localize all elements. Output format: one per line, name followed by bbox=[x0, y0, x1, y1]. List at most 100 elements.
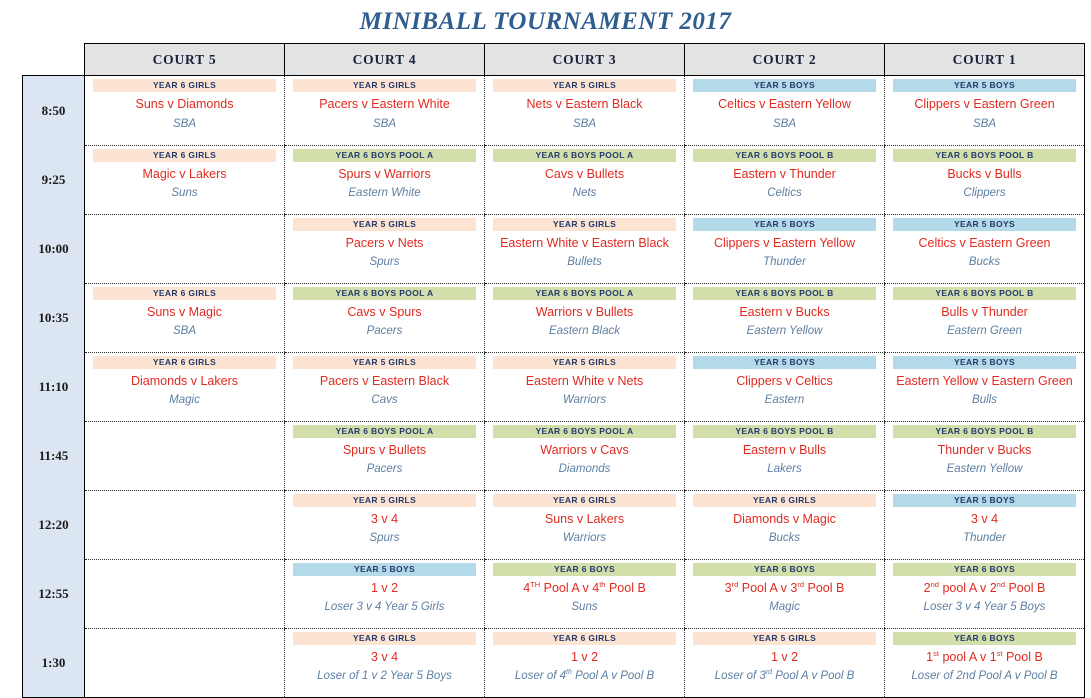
match-cell-inner: YEAR 5 GIRLS Pacers v Eastern Black Cavs bbox=[285, 353, 484, 421]
referee-team: Suns bbox=[571, 601, 598, 614]
match-cell[interactable]: YEAR 6 GIRLS 3 v 4 Loser of 1 v 2 Year 5 B… bbox=[284, 628, 485, 698]
match-cell[interactable]: YEAR 6 GIRLS Suns v Lakers Warriors bbox=[484, 490, 685, 560]
match-cell[interactable]: YEAR 5 GIRLS Eastern White v Eastern Blac… bbox=[484, 214, 685, 284]
match-fixture: 3 v 4 bbox=[370, 511, 399, 526]
match-cell[interactable]: YEAR 5 GIRLS Eastern White v Nets Warriors bbox=[484, 352, 685, 422]
match-cell[interactable]: YEAR 5 GIRLS Nets v Eastern Black SBA bbox=[484, 75, 685, 146]
match-fixture: Thunder v Bucks bbox=[937, 442, 1032, 457]
match-cell[interactable]: YEAR 6 BOYS 2nd pool A v 2nd Pool B Loser … bbox=[884, 559, 1085, 629]
match-cell-inner: YEAR 5 GIRLS 1 v 2 Loser of 3rd Pool A v P… bbox=[685, 629, 884, 698]
referee-team: Pacers bbox=[366, 325, 403, 338]
match-fixture: Eastern v Bucks bbox=[739, 304, 830, 319]
category-band: YEAR 5 GIRLS bbox=[293, 355, 476, 369]
referee-team: Thunder bbox=[763, 256, 806, 269]
match-cell-inner: YEAR 5 BOYS Eastern Yellow v Eastern Gree… bbox=[885, 353, 1084, 421]
match-cell-inner: YEAR 5 BOYS 3 v 4 Thunder bbox=[885, 491, 1084, 559]
match-cell[interactable]: YEAR 5 BOYS Clippers v Eastern Green SBA bbox=[884, 75, 1085, 146]
page-title: MINIBALL TOURNAMENT 2017 bbox=[359, 8, 732, 35]
match-fixture: Celtics v Eastern Yellow bbox=[718, 97, 851, 112]
match-cell[interactable]: YEAR 5 BOYS 1 v 2 Loser 3 v 4 Year 5 Girls bbox=[284, 559, 485, 629]
match-fixture: Suns v Magic bbox=[146, 304, 223, 319]
referee-team: SBA bbox=[572, 117, 596, 130]
schedule-row: 1:30 YEAR 6 GIRLS 3 v 4 Loser of 1 v 2 Year… bbox=[22, 628, 1085, 698]
match-cell-inner: YEAR 6 GIRLS Diamonds v Lakers Magic bbox=[85, 353, 284, 421]
time-slot-label: 10:00 bbox=[22, 214, 85, 284]
match-cell[interactable]: YEAR 6 BOYS 3rd Pool A v 3rd Pool B Magic bbox=[684, 559, 885, 629]
match-cell[interactable]: YEAR 5 BOYS Clippers v Eastern Yellow Thun… bbox=[684, 214, 885, 284]
match-cell-inner: YEAR 5 BOYS Clippers v Eastern Yellow Thun… bbox=[685, 215, 884, 283]
match-fixture: Eastern White v Nets bbox=[525, 373, 644, 388]
category-band: YEAR 6 GIRLS bbox=[293, 631, 476, 645]
match-fixture: Clippers v Eastern Green bbox=[914, 97, 1055, 112]
category-band: YEAR 6 BOYS bbox=[893, 562, 1076, 576]
referee-team: Eastern White bbox=[348, 187, 421, 200]
match-cell[interactable]: YEAR 5 BOYS Clippers v Celtics Eastern bbox=[684, 352, 885, 422]
match-cell[interactable]: YEAR 5 BOYS Eastern Yellow v Eastern Gree… bbox=[884, 352, 1085, 422]
match-cell[interactable]: YEAR 5 GIRLS Pacers v Nets Spurs bbox=[284, 214, 485, 284]
match-fixture: Cavs v Spurs bbox=[347, 304, 422, 319]
referee-team: Diamonds bbox=[558, 463, 611, 476]
category-band: YEAR 6 GIRLS bbox=[693, 493, 876, 507]
match-cell[interactable]: YEAR 6 GIRLS Diamonds v Magic Bucks bbox=[684, 490, 885, 560]
category-band: YEAR 6 BOYS POOL A bbox=[493, 148, 676, 162]
schedule-row: 10:00 YEAR 5 GIRLS Pacers v Nets Spurs YEAR … bbox=[22, 214, 1085, 284]
match-cell[interactable]: YEAR 6 BOYS POOL B Eastern v Bucks Eastern… bbox=[684, 283, 885, 353]
column-header-court-5: COURT 5 bbox=[84, 43, 285, 77]
referee-team: Thunder bbox=[963, 532, 1006, 545]
match-cell[interactable]: YEAR 6 BOYS POOL B Bulls v Thunder Eastern… bbox=[884, 283, 1085, 353]
match-cell[interactable]: YEAR 6 BOYS POOL A Spurs v Bullets Pacers bbox=[284, 421, 485, 491]
match-cell[interactable]: YEAR 6 BOYS POOL A Spurs v Warriors Easter… bbox=[284, 145, 485, 215]
referee-team: Loser 3 v 4 Year 5 Girls bbox=[324, 601, 445, 614]
schedule-row: 9:25 YEAR 6 GIRLS Magic v Lakers Suns YEAR 6… bbox=[22, 145, 1085, 215]
match-cell-inner: YEAR 6 GIRLS Suns v Lakers Warriors bbox=[485, 491, 684, 559]
time-slot-label: 12:20 bbox=[22, 490, 85, 560]
match-fixture: 4TH Pool A v 4th Pool B bbox=[523, 579, 646, 595]
match-cell-inner: YEAR 6 BOYS POOL B Eastern v Bulls Lakers bbox=[685, 422, 884, 490]
match-cell[interactable]: YEAR 6 BOYS POOL A Cavs v Bullets Nets bbox=[484, 145, 685, 215]
schedule-container: COURT 5 COURT 4 COURT 3 COURT 2 COURT 1 … bbox=[22, 43, 1085, 698]
match-cell[interactable]: YEAR 5 BOYS Celtics v Eastern Yellow SBA bbox=[684, 75, 885, 146]
match-cell[interactable]: YEAR 6 BOYS POOL B Bucks v Bulls Clippers bbox=[884, 145, 1085, 215]
match-cell[interactable]: YEAR 5 BOYS Celtics v Eastern Green Bucks bbox=[884, 214, 1085, 284]
match-cell[interactable]: YEAR 5 BOYS 3 v 4 Thunder bbox=[884, 490, 1085, 560]
referee-team: Loser of 2nd Pool A v Pool B bbox=[911, 670, 1058, 683]
match-cell[interactable]: YEAR 6 BOYS 4TH Pool A v 4th Pool B Suns bbox=[484, 559, 685, 629]
match-cell[interactable]: YEAR 5 GIRLS 3 v 4 Spurs bbox=[284, 490, 485, 560]
match-cell[interactable]: YEAR 6 BOYS POOL A Cavs v Spurs Pacers bbox=[284, 283, 485, 353]
time-slot-label: 10:35 bbox=[22, 283, 85, 353]
match-cell[interactable]: YEAR 6 GIRLS Suns v Magic SBA bbox=[84, 283, 285, 353]
category-band: YEAR 6 GIRLS bbox=[93, 148, 276, 162]
match-cell[interactable]: YEAR 6 BOYS POOL B Eastern v Bulls Lakers bbox=[684, 421, 885, 491]
match-cell[interactable]: YEAR 6 GIRLS Magic v Lakers Suns bbox=[84, 145, 285, 215]
empty-slot-cell bbox=[84, 421, 285, 491]
match-cell[interactable]: YEAR 6 BOYS 1st pool A v 1st Pool B Loser … bbox=[884, 628, 1085, 698]
match-cell[interactable]: YEAR 6 BOYS POOL A Warriors v Bullets East… bbox=[484, 283, 685, 353]
category-band: YEAR 6 GIRLS bbox=[93, 286, 276, 300]
match-fixture: Bucks v Bulls bbox=[947, 166, 1022, 181]
match-cell[interactable]: YEAR 6 GIRLS Diamonds v Lakers Magic bbox=[84, 352, 285, 422]
match-cell[interactable]: YEAR 6 GIRLS 1 v 2 Loser of 4th Pool A v P… bbox=[484, 628, 685, 698]
match-cell[interactable]: YEAR 5 GIRLS 1 v 2 Loser of 3rd Pool A v P… bbox=[684, 628, 885, 698]
referee-team: SBA bbox=[972, 117, 996, 130]
match-cell[interactable]: YEAR 5 GIRLS Pacers v Eastern Black Cavs bbox=[284, 352, 485, 422]
match-cell[interactable]: YEAR 6 GIRLS Suns v Diamonds SBA bbox=[84, 75, 285, 146]
match-cell[interactable]: YEAR 6 BOYS POOL B Thunder v Bucks Eastern… bbox=[884, 421, 1085, 491]
match-cell[interactable]: YEAR 6 BOYS POOL A Warriors v Cavs Diamond… bbox=[484, 421, 685, 491]
table-header: COURT 5 COURT 4 COURT 3 COURT 2 COURT 1 bbox=[22, 43, 1085, 77]
referee-team: Eastern Yellow bbox=[746, 325, 823, 338]
referee-team: Cavs bbox=[371, 394, 398, 407]
match-cell-inner: YEAR 6 BOYS POOL A Cavs v Spurs Pacers bbox=[285, 284, 484, 352]
category-band: YEAR 5 GIRLS bbox=[493, 217, 676, 231]
match-cell-inner: YEAR 6 GIRLS 3 v 4 Loser of 1 v 2 Year 5 B… bbox=[285, 629, 484, 698]
referee-team: Pacers bbox=[366, 463, 403, 476]
category-band: YEAR 6 BOYS bbox=[493, 562, 676, 576]
match-cell-inner: YEAR 5 GIRLS Pacers v Nets Spurs bbox=[285, 215, 484, 283]
match-fixture: Eastern v Thunder bbox=[733, 166, 836, 181]
match-fixture: Bulls v Thunder bbox=[941, 304, 1028, 319]
category-band: YEAR 5 BOYS bbox=[893, 355, 1076, 369]
empty-slot-cell bbox=[84, 490, 285, 560]
category-band: YEAR 5 GIRLS bbox=[293, 493, 476, 507]
match-cell[interactable]: YEAR 6 BOYS POOL B Eastern v Thunder Celti… bbox=[684, 145, 885, 215]
match-cell[interactable]: YEAR 5 GIRLS Pacers v Eastern White SBA bbox=[284, 75, 485, 146]
column-header-court-2: COURT 2 bbox=[684, 43, 885, 77]
